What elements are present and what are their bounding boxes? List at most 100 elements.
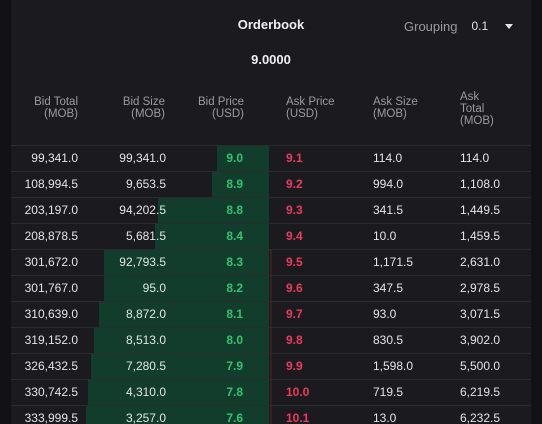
bid-depth-bar: [99, 302, 269, 327]
ask-size-cell: 830.5: [373, 333, 404, 347]
ask-depth-bar: [270, 302, 272, 327]
bid-price-cell: 7.6: [226, 411, 243, 424]
column-header-ask-size: Ask Size (MOB): [373, 96, 418, 120]
bid-depth-bar: [91, 354, 269, 379]
ask-depth-bar: [270, 250, 272, 275]
bid-total-cell: 99,341.0: [31, 151, 78, 165]
bid-size-cell: 9,653.5: [125, 177, 166, 191]
bid-total-cell: 333,999.5: [24, 411, 78, 424]
bid-price-cell: 8.0: [226, 333, 243, 347]
bid-size-cell: 8,872.0: [125, 307, 166, 321]
orderbook-row[interactable]: 208,878.5 5,681.5 8.4 9.4 10.0 1,459.5: [11, 224, 531, 250]
ask-price-cell: 9.1: [286, 151, 303, 165]
column-header-bid-total: Bid Total (MOB): [34, 96, 78, 120]
ask-total-cell: 5,500.0: [460, 359, 501, 373]
ask-depth-bar: [270, 406, 272, 424]
bid-size-cell: 3,257.0: [125, 411, 166, 424]
bid-total-cell: 208,878.5: [24, 229, 78, 243]
ask-price-cell: 9.6: [286, 281, 303, 295]
spread-value: 9.0000: [251, 52, 291, 67]
bid-size-cell: 99,341.0: [119, 151, 166, 165]
bid-depth-bar: [86, 406, 269, 424]
orderbook-row[interactable]: 203,197.0 94,202.5 8.8 9.3 341.5 1,449.5: [11, 198, 531, 224]
ask-depth-bar: [270, 354, 272, 379]
ask-size-cell: 1,598.0: [373, 359, 414, 373]
bid-total-cell: 203,197.0: [24, 203, 78, 217]
orderbook-row[interactable]: 99,341.0 99,341.0 9.0 9.1 114.0 114.0: [11, 146, 531, 172]
bid-size-cell: 92,793.5: [119, 255, 166, 269]
bid-depth-bar: [212, 172, 269, 197]
column-header-ask-total: Ask Total (MOB): [460, 91, 494, 127]
bid-price-cell: 8.1: [226, 307, 243, 321]
bid-total-cell: 326,432.5: [24, 359, 78, 373]
ask-size-cell: 1,171.5: [373, 255, 414, 269]
ask-total-cell: 1,108.0: [460, 177, 501, 191]
bid-size-cell: 7,280.5: [125, 359, 166, 373]
ask-depth-bar: [270, 380, 272, 405]
grouping-selector[interactable]: Grouping 0.1: [404, 17, 514, 35]
bid-total-cell: 319,152.0: [24, 333, 78, 347]
ask-total-cell: 6,232.5: [460, 411, 501, 424]
bid-total-cell: 301,767.0: [24, 281, 78, 295]
ask-total-cell: 1,449.5: [460, 203, 501, 217]
ask-total-cell: 3,902.0: [460, 333, 501, 347]
ask-size-cell: 93.0: [373, 307, 397, 321]
bid-depth-bar: [155, 224, 269, 249]
bid-price-cell: 9.0: [226, 151, 243, 165]
bid-depth-bar: [217, 146, 269, 171]
ask-size-cell: 719.5: [373, 385, 404, 399]
bid-depth-bar: [104, 276, 269, 301]
ask-depth-bar: [270, 328, 272, 353]
ask-total-cell: 2,631.0: [460, 255, 501, 269]
bid-size-cell: 94,202.5: [119, 203, 166, 217]
ask-total-cell: 2,978.5: [460, 281, 501, 295]
ask-price-cell: 9.2: [286, 177, 303, 191]
orderbook-title: Orderbook: [237, 17, 305, 32]
orderbook-rows: 99,341.0 99,341.0 9.0 9.1 114.0 114.0 108,994.…: [11, 146, 531, 424]
bid-total-cell: 301,672.0: [24, 255, 78, 269]
header-divider: [11, 145, 531, 146]
chevron-down-icon[interactable]: [505, 23, 514, 29]
orderbook-header: Orderbook Grouping 0.1 9.0000: [11, 0, 531, 90]
ask-total-cell: 1,459.5: [460, 229, 501, 243]
ask-size-cell: 347.5: [373, 281, 404, 295]
orderbook-row[interactable]: 333,999.5 3,257.0 7.6 10.1 13.0 6,232.5: [11, 406, 531, 424]
ask-price-cell: 9.3: [286, 203, 303, 217]
bid-depth-bar: [88, 380, 269, 405]
column-header-bid-size: Bid Size (MOB): [122, 96, 165, 120]
column-header-bid-price: Bid Price (USD): [197, 96, 244, 120]
bid-total-cell: 108,994.5: [24, 177, 78, 191]
column-header-ask-price: Ask Price (USD): [286, 96, 335, 120]
bid-price-cell: 8.4: [226, 229, 243, 243]
ask-depth-bar: [270, 276, 272, 301]
bid-price-cell: 7.9: [226, 359, 243, 373]
orderbook-row[interactable]: 301,672.0 92,793.5 8.3 9.5 1,171.5 2,631.0: [11, 250, 531, 276]
ask-size-cell: 994.0: [373, 177, 404, 191]
orderbook-row[interactable]: 310,639.0 8,872.0 8.1 9.7 93.0 3,071.5: [11, 302, 531, 328]
orderbook-row[interactable]: 330,742.5 4,310.0 7.8 10.0 719.5 6,219.5: [11, 380, 531, 406]
bid-total-cell: 330,742.5: [24, 385, 78, 399]
ask-price-cell: 9.5: [286, 255, 303, 269]
bid-size-cell: 4,310.0: [125, 385, 166, 399]
bid-price-cell: 8.3: [226, 255, 243, 269]
ask-size-cell: 13.0: [373, 411, 397, 424]
ask-size-cell: 10.0: [373, 229, 397, 243]
ask-price-cell: 9.8: [286, 333, 303, 347]
ask-total-cell: 3,071.5: [460, 307, 501, 321]
bid-depth-bar: [158, 198, 269, 223]
bid-price-cell: 8.9: [226, 177, 243, 191]
bid-price-cell: 7.8: [226, 385, 243, 399]
grouping-value[interactable]: 0.1: [471, 19, 489, 33]
orderbook-row[interactable]: 319,152.0 8,513.0 8.0 9.8 830.5 3,902.0: [11, 328, 531, 354]
ask-price-cell: 9.4: [286, 229, 303, 243]
orderbook-row[interactable]: 108,994.5 9,653.5 8.9 9.2 994.0 1,108.0: [11, 172, 531, 198]
bid-size-cell: 5,681.5: [125, 229, 166, 243]
ask-total-cell: 114.0: [460, 151, 490, 165]
ask-size-cell: 341.5: [373, 203, 404, 217]
ask-price-cell: 10.1: [286, 411, 310, 424]
ask-size-cell: 114.0: [373, 151, 403, 165]
orderbook-row[interactable]: 326,432.5 7,280.5 7.9 9.9 1,598.0 5,500.0: [11, 354, 531, 380]
orderbook-row[interactable]: 301,767.0 95.0 8.2 9.6 347.5 2,978.5: [11, 276, 531, 302]
orderbook-panel: Orderbook Grouping 0.1 9.0000 Bid Total …: [11, 0, 531, 424]
bid-size-cell: 8,513.0: [125, 333, 166, 347]
